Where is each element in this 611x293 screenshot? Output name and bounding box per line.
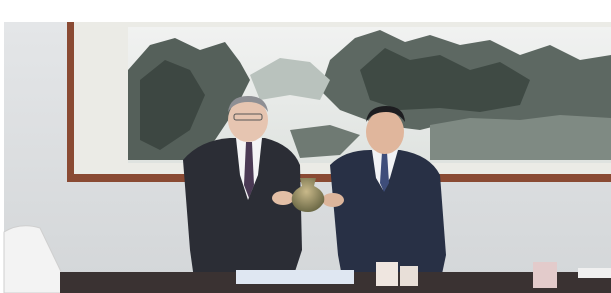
man-right-head — [366, 110, 404, 154]
cup — [533, 262, 557, 288]
hand-right — [322, 193, 344, 207]
tissue — [578, 268, 611, 278]
name-card-2 — [400, 266, 418, 286]
rocks — [430, 115, 611, 160]
photo — [0, 0, 611, 293]
hand-left — [272, 191, 294, 205]
papers — [236, 270, 354, 284]
name-card — [376, 262, 398, 286]
page — [0, 0, 611, 293]
